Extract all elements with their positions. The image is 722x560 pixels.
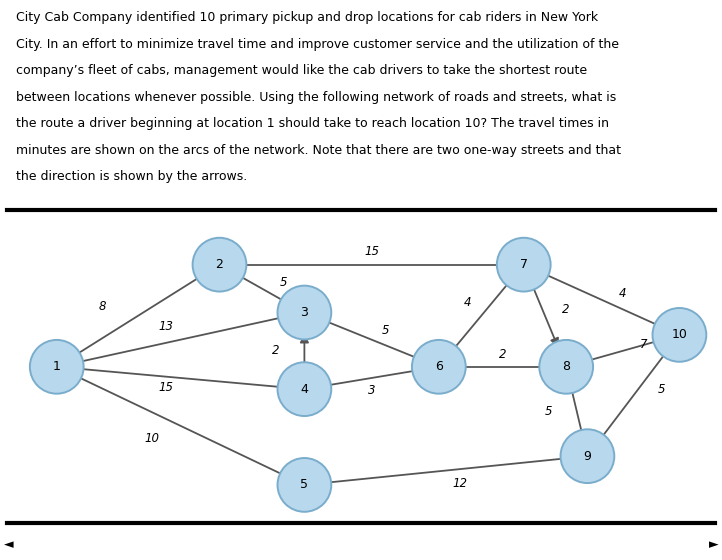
Text: 5: 5: [545, 405, 552, 418]
Ellipse shape: [497, 238, 551, 292]
Text: 5: 5: [300, 478, 308, 492]
Text: the route a driver beginning at location 1 should take to reach location 10? The: the route a driver beginning at location…: [16, 118, 609, 130]
Text: 10: 10: [671, 328, 687, 342]
Ellipse shape: [277, 458, 331, 512]
Text: 7: 7: [640, 338, 648, 351]
Text: 2: 2: [562, 303, 570, 316]
Text: 15: 15: [159, 381, 174, 394]
Text: 6: 6: [435, 360, 443, 374]
Text: 3: 3: [368, 384, 375, 397]
Text: 1: 1: [53, 360, 61, 374]
Text: 4: 4: [619, 287, 627, 300]
Text: minutes are shown on the arcs of the network. Note that there are two one-way st: minutes are shown on the arcs of the net…: [16, 144, 621, 157]
Text: 2: 2: [216, 258, 223, 271]
Text: City. In an effort to minimize travel time and improve customer service and the : City. In an effort to minimize travel ti…: [16, 38, 619, 51]
Ellipse shape: [277, 362, 331, 416]
Text: 12: 12: [453, 477, 468, 490]
Ellipse shape: [193, 238, 246, 292]
Text: 4: 4: [300, 382, 308, 396]
Text: 2: 2: [272, 344, 280, 357]
Text: between locations whenever possible. Using the following network of roads and st: between locations whenever possible. Usi…: [16, 91, 616, 104]
Text: 3: 3: [300, 306, 308, 319]
Ellipse shape: [560, 430, 614, 483]
Text: 5: 5: [382, 324, 389, 337]
Text: City Cab Company identified 10 primary pickup and drop locations for cab riders : City Cab Company identified 10 primary p…: [16, 12, 598, 25]
Text: 10: 10: [145, 432, 160, 445]
Ellipse shape: [653, 308, 706, 362]
Text: 8: 8: [562, 360, 570, 374]
Text: the direction is shown by the arrows.: the direction is shown by the arrows.: [16, 170, 247, 183]
Text: 15: 15: [364, 245, 379, 258]
Text: 13: 13: [159, 320, 174, 333]
Text: 5: 5: [279, 276, 287, 289]
Text: 5: 5: [658, 382, 666, 396]
Text: 2: 2: [499, 348, 506, 361]
Text: company’s fleet of cabs, management would like the cab drivers to take the short: company’s fleet of cabs, management woul…: [16, 64, 587, 77]
Ellipse shape: [412, 340, 466, 394]
Ellipse shape: [539, 340, 593, 394]
Text: 7: 7: [520, 258, 528, 271]
Ellipse shape: [30, 340, 84, 394]
Text: 9: 9: [583, 450, 591, 463]
Text: 8: 8: [99, 300, 106, 312]
Text: ►: ►: [709, 538, 718, 551]
Text: 4: 4: [464, 296, 471, 310]
Text: ◄: ◄: [4, 538, 13, 551]
Ellipse shape: [277, 286, 331, 339]
